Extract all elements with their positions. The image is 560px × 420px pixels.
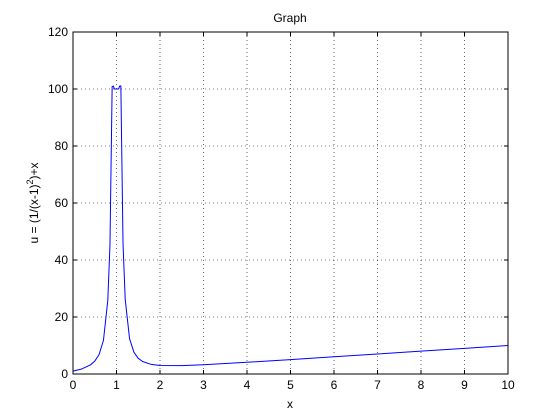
y-tick-label: 40	[55, 253, 69, 267]
axis-ticks	[72, 31, 509, 375]
plot-area	[72, 31, 509, 375]
x-tick-label: 6	[331, 378, 338, 392]
x-tick-label: 3	[200, 378, 207, 392]
y-tick-labels: 0 20 40 60 80 100 120	[48, 25, 68, 381]
x-tick-label: 1	[113, 378, 120, 392]
y-tick-label: 60	[55, 196, 69, 210]
y-tick-label: 0	[61, 367, 68, 381]
x-tick-label: 9	[461, 378, 468, 392]
y-axis-label: u = (1/(x-1)2)+x	[25, 162, 41, 243]
x-tick-label: 4	[244, 378, 251, 392]
x-tick-label: 10	[501, 378, 515, 392]
chart-title: Graph	[273, 11, 306, 25]
x-axis-label: x	[287, 397, 293, 411]
x-tick-label: 8	[418, 378, 425, 392]
y-tick-label: 20	[55, 310, 69, 324]
x-tick-labels: 0 1 2 3 4 5 6 7 8 9 10	[70, 378, 515, 392]
y-tick-label: 80	[55, 139, 69, 153]
y-tick-label: 120	[48, 25, 68, 39]
plot-frame	[72, 31, 509, 375]
y-tick-label: 100	[48, 82, 68, 96]
series-line	[72, 85, 509, 372]
series-lines	[72, 85, 509, 372]
x-tick-label: 7	[374, 378, 381, 392]
x-tick-label: 2	[157, 378, 164, 392]
grid	[73, 32, 508, 374]
x-tick-label: 5	[287, 378, 294, 392]
x-tick-label: 0	[70, 378, 77, 392]
